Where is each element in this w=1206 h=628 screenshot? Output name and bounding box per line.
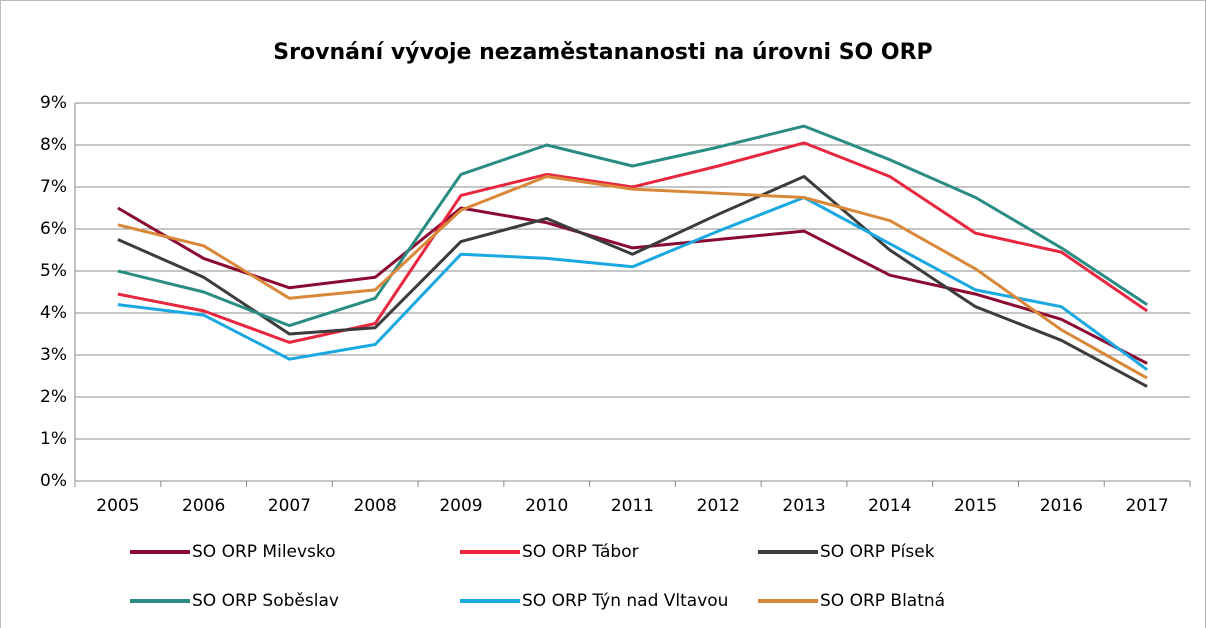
y-tick-label: 2% xyxy=(40,387,67,407)
x-tick-label: 2010 xyxy=(525,496,568,516)
legend-label: SO ORP Písek xyxy=(820,542,935,562)
y-tick-label: 5% xyxy=(40,261,67,281)
x-tick-label: 2011 xyxy=(611,496,654,516)
x-tick-label: 2015 xyxy=(954,496,997,516)
x-tick-label: 2005 xyxy=(96,496,139,516)
y-tick-label: 4% xyxy=(40,303,67,323)
x-tick-label: 2014 xyxy=(868,496,911,516)
x-tick-label: 2012 xyxy=(697,496,740,516)
series-line xyxy=(117,124,1148,328)
y-tick-label: 1% xyxy=(40,429,67,449)
legend-label: SO ORP Tábor xyxy=(522,542,639,562)
y-tick-label: 3% xyxy=(40,345,67,365)
y-tick-label: 0% xyxy=(40,471,67,491)
x-tick-label: 2006 xyxy=(182,496,225,516)
series-line xyxy=(117,175,1148,380)
x-tick-label: 2016 xyxy=(1040,496,1083,516)
series-line xyxy=(117,141,1148,344)
legend-label: SO ORP Blatná xyxy=(820,591,945,611)
x-tick-label: 2007 xyxy=(268,496,311,516)
x-tick-label: 2017 xyxy=(1125,496,1168,516)
y-tick-label: 6% xyxy=(40,219,67,239)
y-tick-label: 9% xyxy=(40,93,67,113)
x-tick-label: 2013 xyxy=(782,496,825,516)
legend-label: SO ORP Týn nad Vltavou xyxy=(522,591,728,611)
y-tick-label: 7% xyxy=(40,177,67,197)
legend-label: SO ORP Milevsko xyxy=(192,542,336,562)
x-tick-label: 2008 xyxy=(354,496,397,516)
series-line xyxy=(117,206,1148,365)
series-line xyxy=(117,196,1149,371)
x-tick-label: 2009 xyxy=(439,496,482,516)
y-tick-label: 8% xyxy=(40,135,67,155)
series-line xyxy=(117,175,1148,388)
chart-title: Srovnání vývoje nezaměstananosti na úrov… xyxy=(273,40,932,65)
legend-label: SO ORP Soběslav xyxy=(192,591,339,611)
